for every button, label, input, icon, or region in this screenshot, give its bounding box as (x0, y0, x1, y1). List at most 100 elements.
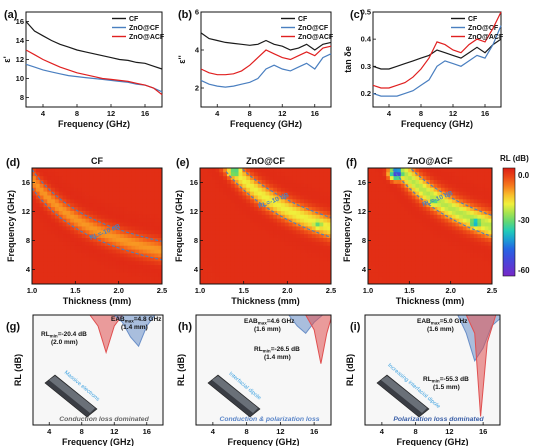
heatmap-cell (70, 198, 75, 204)
heatmap-cell (269, 222, 274, 227)
heatmap-cell (455, 171, 460, 177)
heatmap-cell (119, 187, 125, 192)
heatmap-cell (54, 187, 60, 192)
annotation-value: =5.0 GHz (440, 318, 468, 325)
x-tick-label: 12 (278, 109, 286, 118)
heatmap-cell (215, 241, 220, 246)
heatmap-cell (238, 175, 243, 180)
heatmap-cell (488, 229, 493, 235)
x-axis-label: Frequency (GHz) (396, 437, 468, 446)
heatmap-cell (386, 175, 391, 180)
heatmap-cell (104, 264, 109, 269)
heatmap-cell (43, 175, 48, 180)
heatmap-cell (319, 226, 324, 231)
heatmap-cell (74, 202, 79, 208)
heatmap-cell (455, 179, 460, 184)
heatmap-cell (277, 168, 282, 173)
heatmap-cell (484, 171, 489, 177)
heatmap-cell (119, 253, 125, 258)
heatmap-cell (448, 191, 453, 196)
heatmap-cell (411, 276, 416, 281)
heatmap-cell (265, 179, 270, 184)
heatmap-cell (430, 249, 435, 254)
heatmap-cell (397, 191, 402, 196)
heatmap-cell (250, 256, 255, 262)
heatmap-cell (123, 210, 128, 215)
heatmap-cell (284, 214, 290, 219)
heatmap-cell (32, 241, 37, 246)
heatmap-cell (430, 272, 435, 277)
heatmap-cell (246, 202, 251, 208)
series-line-cf (200, 32, 332, 51)
heatmap-cell (386, 245, 391, 250)
heatmap-cell (242, 245, 247, 250)
heatmap-cell (368, 249, 373, 254)
heatmap-cell (462, 245, 467, 250)
heatmap-cell (104, 268, 109, 273)
heatmap-cell (404, 202, 409, 208)
heatmap-cell (368, 260, 373, 266)
heatmap-cell (35, 268, 41, 273)
heatmap-cell (39, 206, 44, 211)
heatmap-cell (448, 245, 453, 250)
heatmap-cell (234, 214, 239, 219)
x-axis-label: Frequency (GHz) (401, 119, 473, 129)
heatmap-cell (89, 195, 94, 200)
heatmap-cell (484, 191, 489, 196)
heatmap-cell (200, 233, 205, 238)
heatmap-cell (139, 245, 144, 250)
heatmap-cell (455, 237, 460, 242)
heatmap-cell (207, 237, 212, 242)
heatmap-cell (481, 187, 486, 192)
heatmap-cell (488, 226, 493, 231)
heatmap-cell (142, 218, 148, 223)
heatmap-cell (131, 214, 136, 219)
heatmap-cell (265, 187, 270, 192)
heatmap-cell (119, 237, 125, 242)
heatmap-cell (419, 168, 424, 173)
heatmap-cell (261, 264, 266, 269)
heatmap-cell (261, 233, 266, 238)
heatmap-cell (112, 241, 117, 246)
heatmap-cell (97, 280, 102, 285)
heatmap-cell (139, 195, 144, 200)
heatmap-cell (158, 179, 163, 184)
heatmap-cell (246, 187, 251, 192)
heatmap-cell (89, 256, 94, 262)
heatmap-cell (415, 168, 420, 173)
heatmap-cell (311, 191, 316, 196)
heatmap-cell (238, 226, 243, 231)
panel-letter: (i) (350, 321, 361, 333)
heatmap-cell (119, 202, 125, 208)
heatmap-cell (433, 245, 438, 250)
heatmap-cell (85, 226, 90, 231)
heatmap-cell (158, 210, 163, 215)
heatmap-cell (123, 253, 128, 258)
heatmap-cell (292, 206, 297, 211)
heatmap-cell (226, 195, 232, 200)
heatmap-cell (284, 222, 290, 227)
heatmap-cell (440, 264, 445, 269)
heatmap-cell (477, 268, 482, 273)
heatmap-cell (112, 175, 117, 180)
heatmap-cell (368, 191, 373, 196)
heatmap-cell (253, 276, 259, 281)
heatmap-cell (39, 171, 44, 177)
heatmap-cell (437, 218, 442, 223)
heatmap-cell (280, 264, 286, 269)
heatmap-cell (77, 260, 83, 266)
heatmap-cell (304, 280, 309, 285)
heatmap-cell (269, 198, 274, 204)
heatmap-cell (77, 179, 83, 184)
heatmap-cell (484, 233, 489, 238)
heatmap-cell (253, 191, 259, 196)
heatmap-cell (97, 272, 102, 277)
heatmap-cell (246, 264, 251, 269)
heatmap-cell (66, 195, 71, 200)
annotation-subscript: max (431, 321, 441, 326)
heatmap-cell (100, 187, 106, 192)
heatmap-cell (74, 276, 79, 281)
heatmap-cell (154, 191, 159, 196)
heatmap-cell (97, 256, 102, 262)
